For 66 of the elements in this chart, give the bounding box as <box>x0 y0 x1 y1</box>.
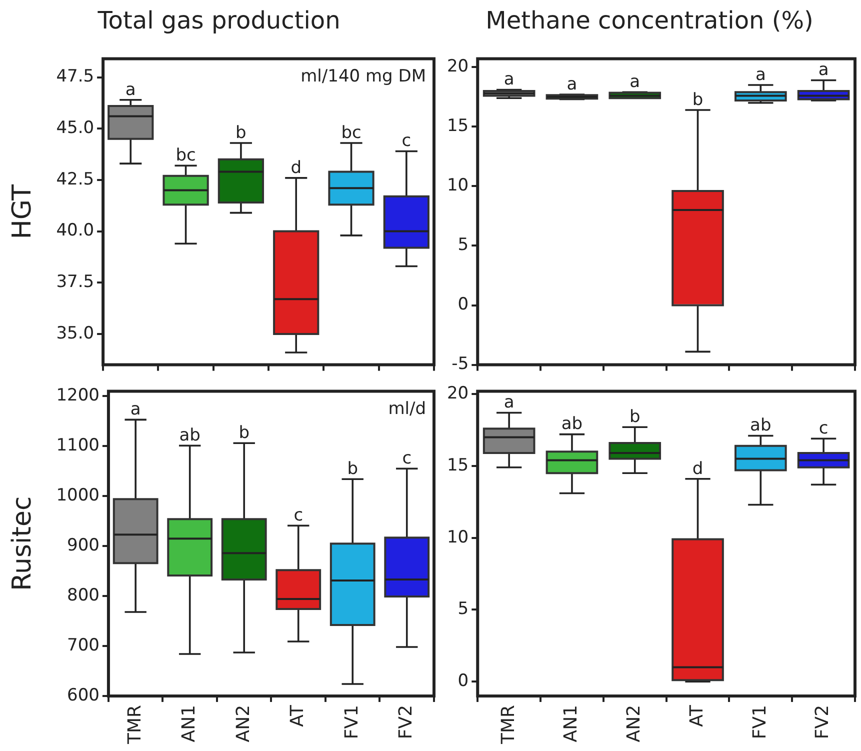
x-tick-label: AN2 <box>624 704 645 742</box>
x-tick-label: AT <box>686 704 708 727</box>
y-tick-label: 700 <box>67 635 100 656</box>
x-tick-label: FV2 <box>396 704 417 740</box>
y-tick-label: 15 <box>446 116 469 136</box>
y-tick-label: -5 <box>452 354 469 374</box>
y-tick-label: 5 <box>458 599 469 620</box>
annotation: b <box>347 459 358 480</box>
annotation: b <box>236 122 246 143</box>
annotation: bc <box>176 146 196 166</box>
y-tick-label: 47.5 <box>56 66 94 87</box>
annotation: ab <box>561 414 583 434</box>
annotation: b <box>629 407 640 428</box>
y-tick-label: 10 <box>446 176 469 196</box>
y-tick-label: 1000 <box>56 486 100 506</box>
annotation: c <box>402 131 412 152</box>
x-tick-label: FV1 <box>341 704 362 740</box>
y-tick-label: 10 <box>446 527 469 548</box>
y-tick-label: 42.5 <box>56 169 94 190</box>
y-tick-label: 5 <box>458 235 469 256</box>
annotation: bc <box>341 122 362 143</box>
annotation: ab <box>750 416 772 436</box>
y-axis-title: Rusitec <box>7 496 38 591</box>
annotation: a <box>130 400 141 420</box>
annotation: c <box>818 418 828 439</box>
annotation: a <box>818 60 829 80</box>
annotation: b <box>692 90 704 110</box>
annotation: ml/d <box>388 399 426 420</box>
y-tick-label: 35.0 <box>56 323 94 344</box>
annotation: a <box>755 64 766 85</box>
annotation: ab <box>179 426 200 446</box>
x-tick-label: AN1 <box>560 704 582 742</box>
x-tick-label: AT <box>287 704 308 727</box>
chart-title: Methane concentration (%) <box>486 6 814 35</box>
y-axis-title: HGT <box>7 184 38 240</box>
y-tick-label: 0 <box>458 294 469 315</box>
annotation: b <box>238 423 250 444</box>
x-tick-label: FV2 <box>812 704 834 740</box>
y-tick-label: 1200 <box>56 386 100 406</box>
x-tick-label: AN2 <box>232 704 254 742</box>
y-tick-label: 900 <box>67 536 100 556</box>
x-tick-label: TMR <box>498 704 519 746</box>
annotation: a <box>504 392 514 413</box>
x-tick-label: FV1 <box>749 704 770 740</box>
y-tick-label: 800 <box>67 585 100 606</box>
y-tick-label: 45.0 <box>56 118 94 138</box>
annotation: d <box>692 458 704 479</box>
chart-title: Total gas production <box>96 6 340 35</box>
annotation: c <box>294 506 304 526</box>
y-tick-label: 600 <box>67 685 100 706</box>
annotation: d <box>290 158 302 178</box>
annotation: a <box>125 80 136 100</box>
annotation: ml/140 mg DM <box>300 66 426 87</box>
y-tick-label: 37.5 <box>56 272 94 292</box>
y-tick-label: 20 <box>446 56 469 77</box>
y-tick-label: 20 <box>446 383 469 404</box>
x-tick-label: AN1 <box>178 704 200 742</box>
y-tick-label: 15 <box>446 455 469 476</box>
x-tick-label: TMR <box>124 704 146 746</box>
y-tick-label: 1100 <box>56 436 100 456</box>
annotation: a <box>566 74 578 94</box>
annotation: a <box>504 70 514 90</box>
annotation: a <box>630 72 640 92</box>
y-tick-label: 0 <box>458 671 469 692</box>
y-tick-label: 40.0 <box>56 220 94 241</box>
annotation: c <box>402 448 412 469</box>
